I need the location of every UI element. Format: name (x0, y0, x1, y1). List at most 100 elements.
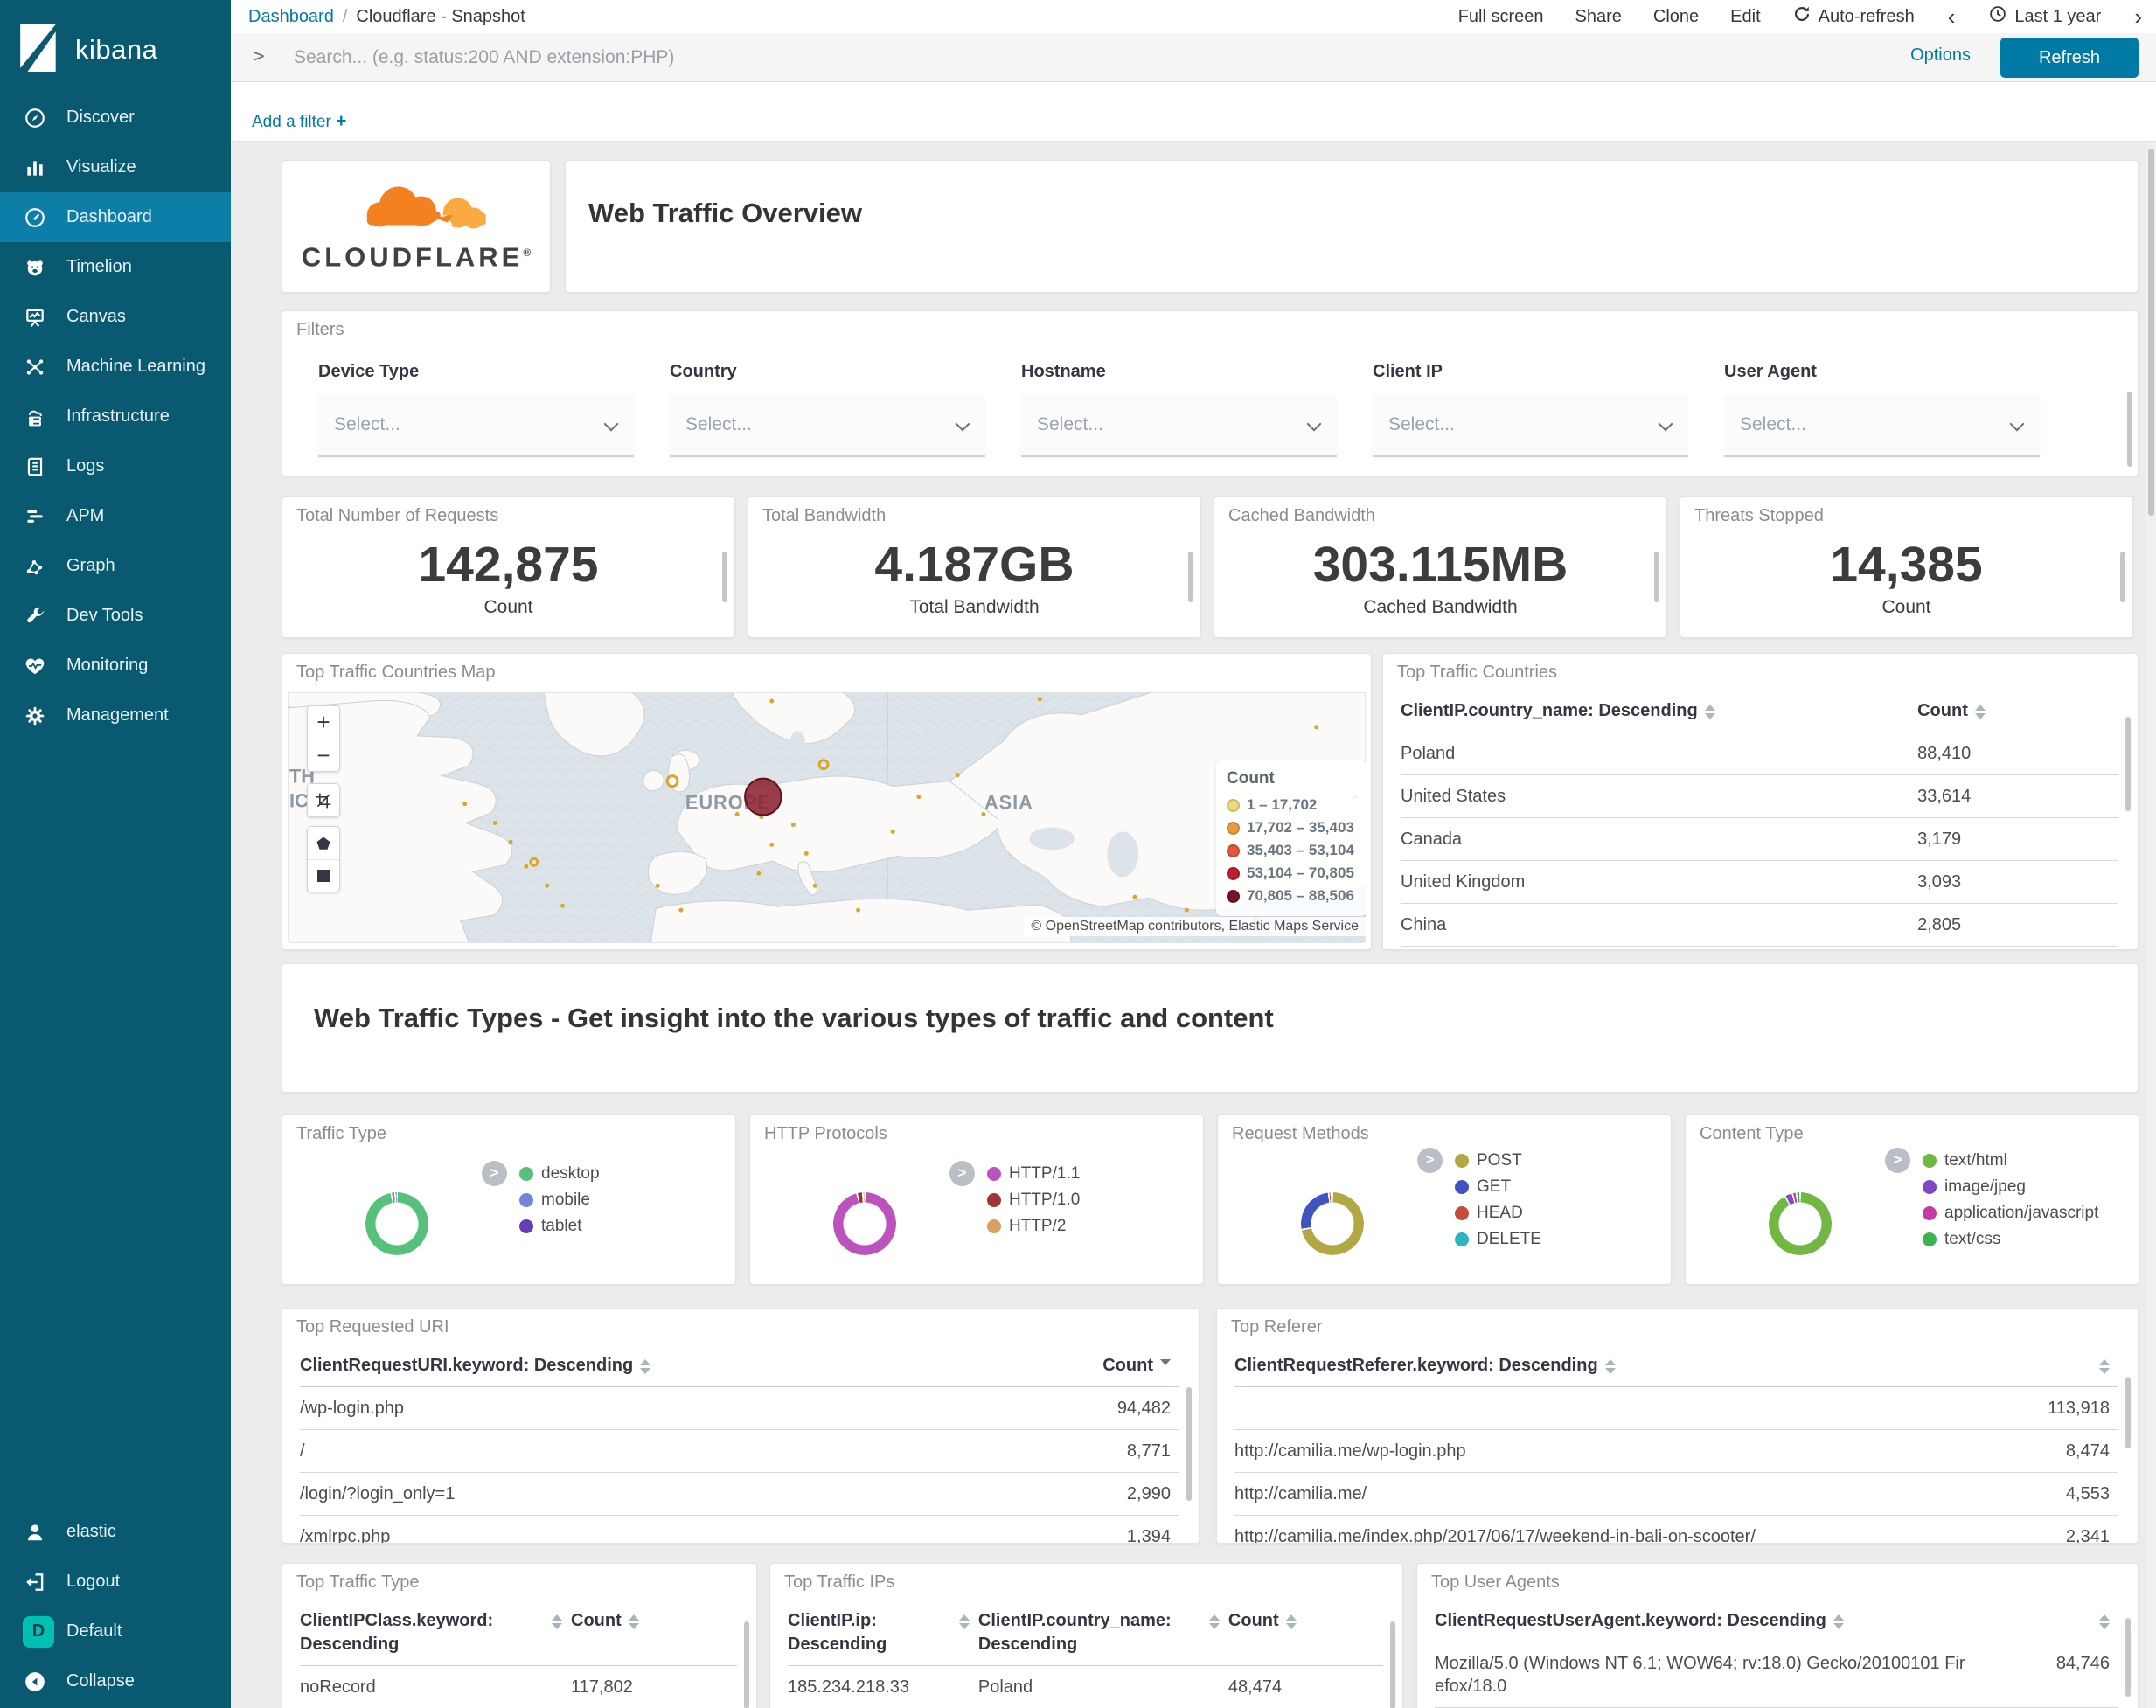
sidebar-item-discover[interactable]: Discover (0, 93, 231, 142)
time-forward-chevron[interactable]: › (2134, 3, 2142, 30)
filter-select-user-agent[interactable]: Select... (1724, 394, 2040, 457)
search-input[interactable] (292, 33, 1813, 81)
column-header-count[interactable]: Count (950, 1354, 1179, 1378)
sidebar-item-dev-tools[interactable]: Dev Tools (0, 591, 231, 641)
add-filter-button[interactable]: Add a filter + (252, 111, 347, 131)
legend-item-desktop[interactable]: desktop (519, 1161, 600, 1187)
zoom-out-button[interactable]: − (308, 739, 339, 771)
breadcrumb-dashboard-link[interactable]: Dashboard (248, 6, 334, 26)
sidebar-item-visualize[interactable]: Visualize (0, 142, 231, 192)
column-header-clientip-ip-descending[interactable]: ClientIP.ip: Descending (788, 1609, 978, 1656)
column-header-clientipclass-keyword-descending[interactable]: ClientIPClass.keyword: Descending (300, 1609, 571, 1656)
sidebar-item-machine-learning[interactable]: Machine Learning (0, 342, 231, 392)
metric-value: 142,875 (418, 537, 599, 593)
options-link[interactable]: Options (1910, 45, 1971, 65)
kibana-logo[interactable]: kibana (0, 0, 231, 80)
rectangle-tool-button[interactable] (308, 859, 339, 892)
time-picker[interactable]: Last 1 year (1988, 4, 2101, 29)
legend-item-text-css[interactable]: text/css (1923, 1226, 2098, 1253)
column-header-count[interactable] (1924, 1354, 2118, 1378)
column-header-clientip-country-name-descending[interactable]: ClientIP.country_name: Descending (978, 1609, 1228, 1656)
filter-select-hostname[interactable]: Select... (1021, 394, 1337, 457)
column-header-count[interactable]: Count (1917, 699, 2118, 723)
scrollbar-thumb[interactable] (2125, 1377, 2131, 1448)
scrollbar-thumb[interactable] (1654, 552, 1659, 602)
filter-select-client-ip[interactable]: Select... (1373, 394, 1688, 457)
scrollbar-thumb[interactable] (2125, 717, 2131, 811)
legend-item-head[interactable]: HEAD (1455, 1200, 1541, 1226)
map-attribution[interactable]: © OpenStreetMap contributors, Elastic Ma… (1024, 917, 1366, 936)
sidebar-item-elastic[interactable]: elastic (0, 1507, 231, 1557)
scrollbar-thumb[interactable] (2127, 392, 2132, 467)
menu-share[interactable]: Share (1575, 6, 1622, 26)
legend-expand-chevron-icon[interactable]: > (949, 1160, 975, 1186)
sidebar-item-label: Management (66, 705, 169, 725)
legend-item-mobile[interactable]: mobile (519, 1187, 600, 1213)
refresh-button[interactable]: Refresh (2000, 38, 2139, 78)
sidebar-item-dashboard[interactable]: Dashboard (0, 192, 231, 242)
panel-title: Top Traffic Countries (1397, 663, 1558, 682)
legend-item-http-1-1[interactable]: HTTP/1.1 (987, 1161, 1080, 1187)
scrollbar-thumb[interactable] (1390, 1621, 1395, 1708)
legend-expand-chevron-icon[interactable]: > (482, 1160, 507, 1186)
page-scrollbar[interactable] (2146, 142, 2156, 1708)
polygon-tool-button[interactable] (308, 827, 339, 859)
sort-icon (1833, 1614, 1844, 1629)
column-header-clientrequesturi-keyword-descending[interactable]: ClientRequestURI.keyword: Descending (300, 1354, 950, 1378)
time-back-chevron[interactable]: ‹ (1947, 3, 1956, 30)
column-header-count[interactable]: Count (571, 1609, 737, 1656)
map-bubble-small (529, 759, 830, 867)
column-header-count[interactable]: Count (1228, 1609, 1383, 1656)
sidebar-item-logs[interactable]: Logs (0, 441, 231, 491)
auto-refresh-button[interactable]: Auto-refresh (1792, 4, 1915, 29)
sidebar-item-graph[interactable]: Graph (0, 541, 231, 591)
legend-item-text-html[interactable]: text/html (1923, 1148, 2098, 1174)
legend-item-get[interactable]: GET (1455, 1174, 1541, 1200)
sidebar-item-management[interactable]: Management (0, 691, 231, 740)
column-header-clientrequestreferer-keyword-descending[interactable]: ClientRequestReferer.keyword: Descending (1234, 1354, 1924, 1378)
donut-chart-content-type[interactable] (1769, 1192, 1832, 1255)
column-header-count[interactable] (1982, 1609, 2118, 1633)
donut-chart-request-methods[interactable] (1301, 1192, 1364, 1255)
scrollbar-thumb[interactable] (2125, 1618, 2131, 1697)
legend-item-delete[interactable]: DELETE (1455, 1226, 1541, 1253)
scrollbar-thumb[interactable] (1188, 552, 1193, 602)
sidebar-item-collapse[interactable]: Collapse (0, 1656, 231, 1706)
legend-item-application-javascript[interactable]: application/javascript (1923, 1200, 2098, 1226)
sidebar-item-monitoring[interactable]: Monitoring (0, 641, 231, 691)
menu-edit[interactable]: Edit (1730, 6, 1761, 26)
scrollbar-thumb[interactable] (744, 1621, 749, 1708)
legend-item-post[interactable]: POST (1455, 1148, 1541, 1174)
sidebar-item-timelion[interactable]: Timelion (0, 242, 231, 292)
sidebar-item-apm[interactable]: APM (0, 491, 231, 541)
column-header-clientrequestuseragent-keyword-descending[interactable]: ClientRequestUserAgent.keyword: Descendi… (1435, 1609, 1982, 1633)
sidebar-item-infrastructure[interactable]: Infrastructure (0, 392, 231, 441)
filter-select-country[interactable]: Select... (670, 394, 985, 457)
legend-item-http-1-0[interactable]: HTTP/1.0 (987, 1187, 1080, 1213)
legend-item-image-jpeg[interactable]: image/jpeg (1923, 1174, 2098, 1200)
menu-clone[interactable]: Clone (1652, 6, 1700, 26)
scrollbar-thumb[interactable] (2120, 552, 2125, 602)
zoom-in-button[interactable]: + (308, 706, 339, 739)
sidebar-item-default[interactable]: D Default (0, 1607, 231, 1656)
wrench-icon (23, 604, 47, 628)
legend-swatch (1227, 866, 1240, 880)
sidebar-item-canvas[interactable]: Canvas (0, 292, 231, 342)
column-header-clientip-country-name-descending[interactable]: ClientIP.country_name: Descending (1401, 699, 1917, 723)
world-map[interactable]: EUROPE ASIA TH IC (288, 692, 1366, 943)
panel-title: Top Traffic Countries Map (296, 663, 496, 682)
legend-item-http-2[interactable]: HTTP/2 (987, 1213, 1080, 1239)
legend-expand-chevron-icon[interactable]: > (1885, 1147, 1910, 1173)
legend-item-tablet[interactable]: tablet (519, 1213, 600, 1239)
sidebar-item-logout[interactable]: Logout (0, 1557, 231, 1607)
legend-expand-chevron-icon[interactable]: > (1417, 1147, 1443, 1173)
menu-full-screen[interactable]: Full screen (1457, 6, 1544, 26)
crop-tool-button[interactable] (308, 784, 339, 816)
scrollbar-thumb[interactable] (722, 552, 727, 602)
panel-title: Cached Bandwidth (1228, 506, 1375, 525)
donut-chart-traffic-type[interactable] (365, 1192, 428, 1255)
donut-chart-http-protocols[interactable] (833, 1192, 896, 1255)
scrollbar-thumb[interactable] (1186, 1387, 1192, 1501)
legend-swatch (987, 1219, 1001, 1233)
filter-select-device-type[interactable]: Select... (318, 394, 634, 457)
